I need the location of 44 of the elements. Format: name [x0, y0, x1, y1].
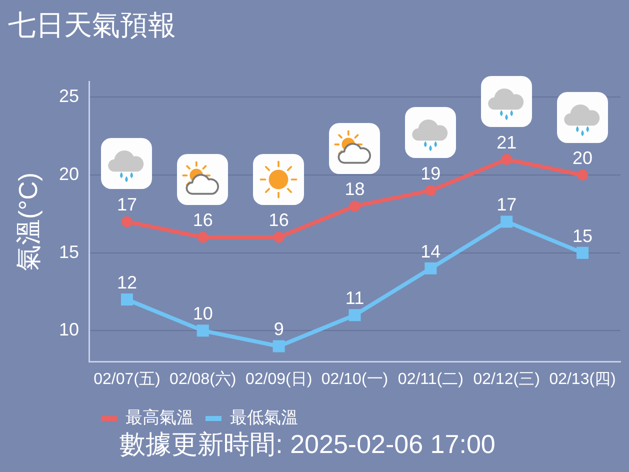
data-label: 10 — [192, 304, 213, 324]
data-label: 9 — [274, 319, 284, 340]
data-label: 18 — [344, 179, 365, 200]
data-label: 17 — [116, 194, 137, 215]
y-axis-title: 氣溫(°C) — [12, 172, 43, 271]
point — [576, 246, 589, 259]
data-label: 17 — [496, 194, 517, 215]
data-label: 15 — [572, 226, 593, 246]
data-label: 16 — [268, 210, 289, 230]
y-tick-label: 15 — [58, 242, 79, 262]
y-tick-label: 10 — [58, 320, 79, 340]
point — [273, 232, 284, 243]
data-label: 14 — [420, 241, 441, 262]
point — [121, 216, 132, 228]
point — [425, 185, 436, 196]
point — [424, 262, 437, 274]
x-tick-label: 02/11(二) — [398, 370, 464, 388]
y-tick-label: 25 — [58, 86, 79, 106]
point — [120, 294, 133, 306]
x-tick-label: 02/13(四) — [549, 370, 616, 388]
data-label: 16 — [192, 210, 213, 230]
point — [577, 170, 588, 180]
data-label: 11 — [345, 288, 364, 308]
data-label: 21 — [496, 132, 517, 152]
point — [197, 232, 208, 243]
point — [349, 200, 360, 212]
x-tick-label: 02/07(五) — [94, 370, 160, 388]
point — [196, 324, 209, 337]
text: 數據更新時間: 2025-02-06 17:00 — [120, 429, 496, 460]
point — [348, 309, 361, 322]
data-label: 19 — [420, 164, 441, 184]
data-label: 12 — [116, 272, 137, 292]
point — [500, 216, 513, 228]
point — [501, 154, 512, 165]
legend-label: 最低氣溫 — [230, 408, 298, 428]
point — [272, 340, 285, 352]
legend-label: 最高氣溫 — [126, 408, 194, 428]
x-tick-label: 02/08(六) — [170, 370, 236, 388]
data-label: 20 — [572, 148, 593, 168]
y-tick-label: 20 — [58, 164, 79, 184]
x-tick-label: 02/12(三) — [473, 370, 540, 388]
x-tick-label: 02/10(一) — [321, 370, 388, 388]
chart-title: 七日天氣預報 — [8, 10, 176, 41]
x-tick-label: 02/09(日) — [245, 370, 312, 388]
